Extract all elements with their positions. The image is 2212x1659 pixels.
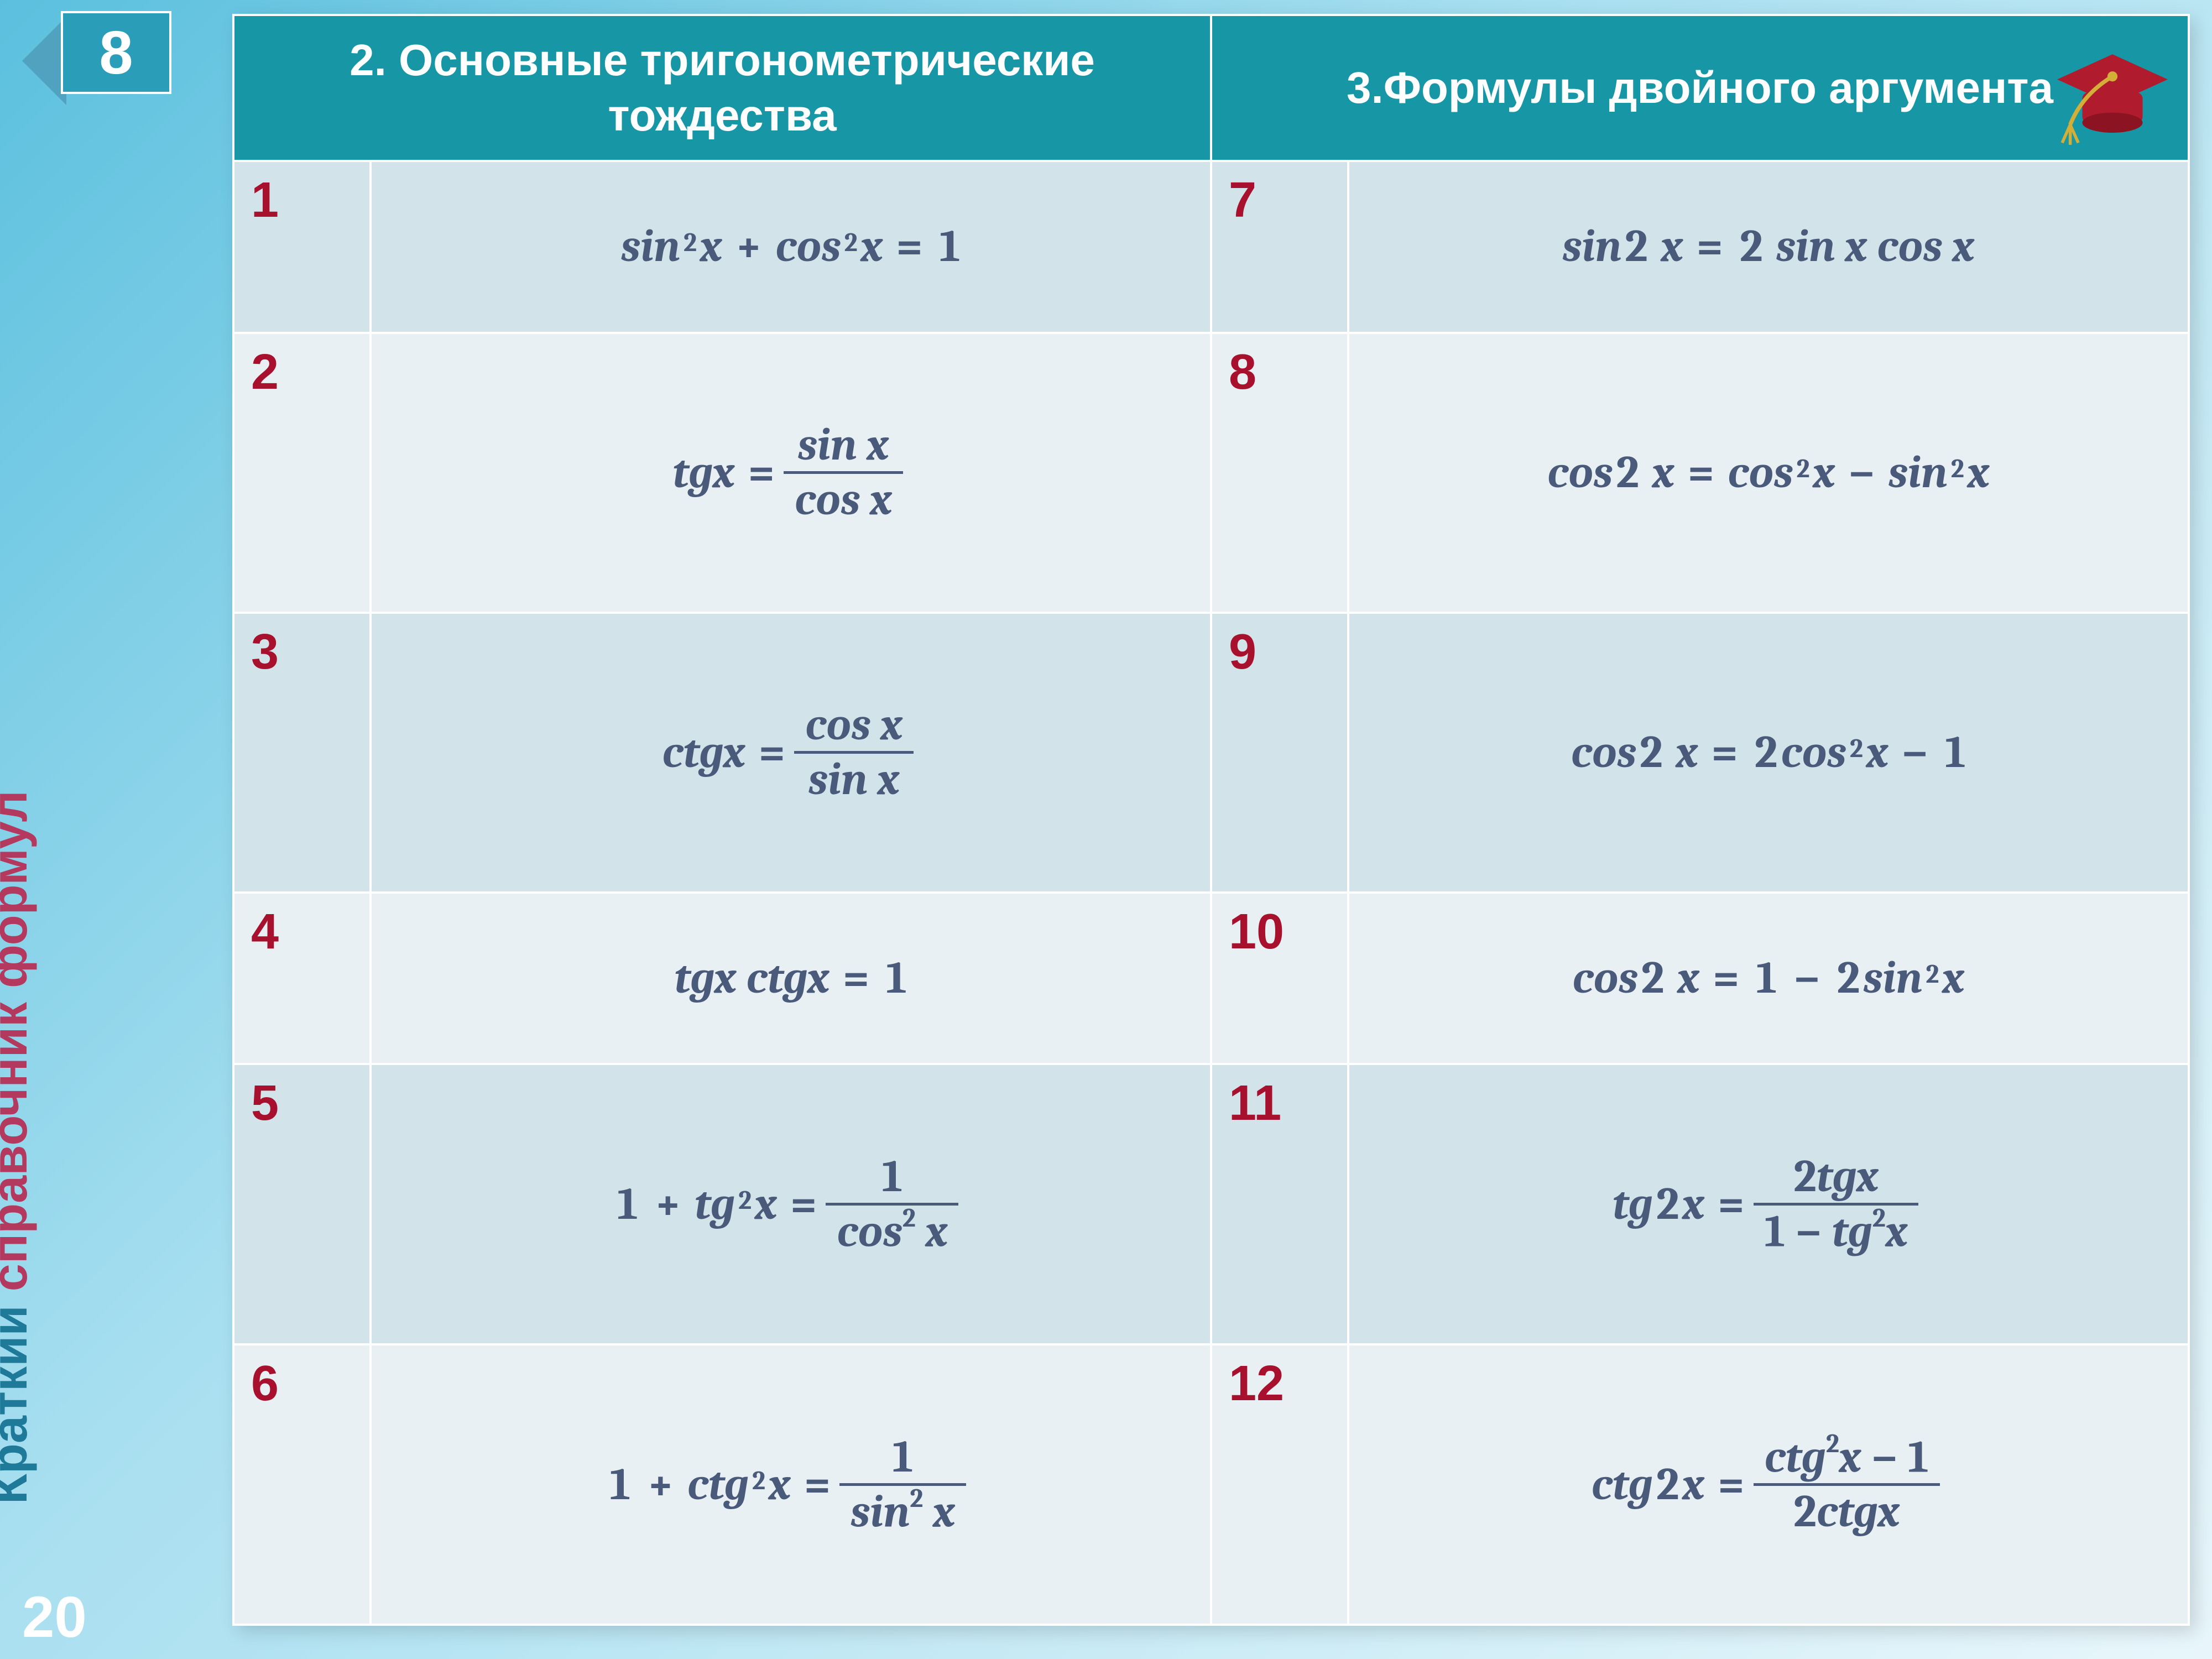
side-title-word-2: справочник формул <box>0 790 38 1291</box>
row-number: 3 <box>233 613 371 893</box>
graduation-cap-icon <box>2052 44 2173 155</box>
row-number: 6 <box>233 1344 371 1625</box>
formula-cell: cos2 x = cos2x − sin2x <box>1348 333 2189 613</box>
formula-cell: cos2 x = 2cos2x − 1 <box>1348 613 2189 893</box>
row-number: 4 <box>233 893 371 1065</box>
row-number: 1 <box>233 161 371 333</box>
page-number: 20 <box>22 1584 87 1651</box>
row-number: 12 <box>1211 1344 1348 1625</box>
formula-cell: ctgx = cos xsin x <box>371 613 1211 893</box>
badge-number: 8 <box>61 11 171 94</box>
formula-cell: ctg2x = ctg2x − 12ctgx <box>1348 1344 2189 1625</box>
badge-arrow-shadow <box>22 17 66 105</box>
row-number: 11 <box>1211 1064 1348 1344</box>
formula-cell: 1 + ctg2x = 1sin2 x <box>371 1344 1211 1625</box>
table-row: 4 tgx ctgx = 1 10 cos2 x = 1 − 2sin2x <box>233 893 2189 1065</box>
row-number: 9 <box>1211 613 1348 893</box>
formula-table-container: 2. Основные тригонометрические тождества… <box>232 14 2190 1626</box>
side-title: Краткий справочник формул <box>0 790 39 1504</box>
row-number: 7 <box>1211 161 1348 333</box>
table-row: 5 1 + tg2x = 1cos2 x 11 tg2x = 2tgx1 − t… <box>233 1064 2189 1344</box>
row-number: 2 <box>233 333 371 613</box>
table-header-identities: 2. Основные тригонометрические тождества <box>233 15 1211 161</box>
table-row: 1 sin2x + cos2x = 1 7 sin2 x = 2 sin x c… <box>233 161 2189 333</box>
side-title-word-1: Краткий <box>0 1305 38 1504</box>
formula-cell: tg2x = 2tgx1 − tg2x <box>1348 1064 2189 1344</box>
formula-cell: 1 + tg2x = 1cos2 x <box>371 1064 1211 1344</box>
table-row: 3 ctgx = cos xsin x 9 cos2 x = 2cos2x − … <box>233 613 2189 893</box>
formula-cell: sin2 x = 2 sin x cos x <box>1348 161 2189 333</box>
row-number: 8 <box>1211 333 1348 613</box>
table-header-double-angle: 3.Формулы двойного аргумента <box>1211 15 2189 161</box>
slide-badge: 8 <box>33 11 177 100</box>
formula-cell: sin2x + cos2x = 1 <box>371 161 1211 333</box>
table-row: 6 1 + ctg2x = 1sin2 x 12 ctg2x = ctg2x −… <box>233 1344 2189 1625</box>
row-number: 5 <box>233 1064 371 1344</box>
table-row: 2 tgx = sin xcos x 8 cos2 x = cos2x − si… <box>233 333 2189 613</box>
formula-cell: cos2 x = 1 − 2sin2x <box>1348 893 2189 1065</box>
formula-cell: tgx ctgx = 1 <box>371 893 1211 1065</box>
formula-table: 2. Основные тригонометрические тождества… <box>232 14 2190 1626</box>
row-number: 10 <box>1211 893 1348 1065</box>
formula-cell: tgx = sin xcos x <box>371 333 1211 613</box>
